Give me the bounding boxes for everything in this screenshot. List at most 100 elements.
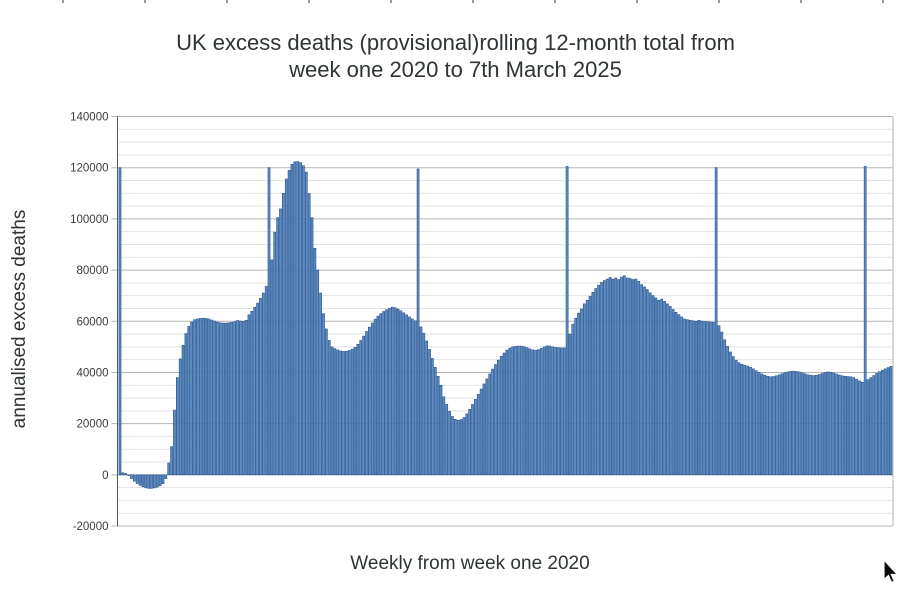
bar xyxy=(399,310,403,476)
mouse-cursor xyxy=(883,558,899,584)
bar xyxy=(279,208,282,476)
bar xyxy=(276,217,279,476)
bar xyxy=(310,217,314,476)
bar xyxy=(795,371,798,476)
bar xyxy=(373,318,377,476)
chart-title-line-2: week one 2020 to 7th March 2025 xyxy=(289,57,622,82)
bar xyxy=(196,318,199,476)
bar xyxy=(766,376,770,476)
bar xyxy=(677,314,681,476)
bar xyxy=(591,292,595,476)
bar xyxy=(714,167,718,476)
bar xyxy=(594,288,598,476)
bar xyxy=(370,322,374,476)
bar xyxy=(746,365,749,476)
y-tick-label: 0 xyxy=(102,470,108,482)
bar xyxy=(817,374,821,476)
bar xyxy=(855,378,858,476)
bar xyxy=(809,374,813,476)
bar xyxy=(164,474,168,479)
bar xyxy=(580,308,583,476)
bar xyxy=(640,284,643,476)
bar xyxy=(408,316,411,476)
bar xyxy=(130,474,133,479)
bar xyxy=(468,409,471,476)
bar xyxy=(439,384,443,476)
bar xyxy=(792,370,795,476)
bar xyxy=(141,474,145,488)
bar xyxy=(858,380,861,476)
y-tick-label: 60000 xyxy=(77,316,109,328)
bar xyxy=(660,298,663,476)
bar xyxy=(863,166,867,476)
top-edge-tick-mark xyxy=(62,0,64,3)
bar xyxy=(571,323,575,476)
bar xyxy=(488,373,492,476)
bar xyxy=(843,376,847,476)
bar xyxy=(803,373,807,476)
bar xyxy=(603,280,606,476)
arrow-cursor-icon xyxy=(883,558,899,584)
bar xyxy=(359,340,363,476)
bar xyxy=(184,333,188,476)
bar xyxy=(812,375,815,476)
bar xyxy=(299,162,302,476)
bar xyxy=(700,320,704,476)
bar xyxy=(270,259,274,476)
bar xyxy=(625,277,629,476)
top-edge-tick-mark xyxy=(144,0,146,3)
bar xyxy=(302,165,305,476)
bar xyxy=(124,473,128,476)
bar xyxy=(643,286,646,476)
bar xyxy=(752,368,755,476)
bar xyxy=(883,368,887,476)
bar xyxy=(608,277,612,476)
bar xyxy=(878,371,881,476)
bar xyxy=(313,248,317,476)
bar xyxy=(230,321,234,476)
bar xyxy=(153,474,156,489)
bar xyxy=(654,297,658,476)
bar xyxy=(465,413,469,476)
bar xyxy=(118,167,122,476)
bar xyxy=(264,286,268,476)
bar xyxy=(597,284,600,476)
bar xyxy=(433,367,437,476)
bar xyxy=(173,409,176,476)
bar xyxy=(852,377,856,476)
bar xyxy=(204,318,208,476)
bar xyxy=(411,318,414,476)
bar xyxy=(431,358,434,476)
bar xyxy=(267,167,271,476)
bar xyxy=(382,311,385,476)
bar xyxy=(471,404,474,476)
bar xyxy=(491,368,494,476)
bar xyxy=(290,164,294,476)
bar xyxy=(574,317,578,476)
bar xyxy=(872,375,876,476)
bar xyxy=(588,295,592,476)
bar xyxy=(178,358,182,476)
bar xyxy=(731,356,735,476)
bar xyxy=(210,319,214,476)
bar xyxy=(190,321,193,476)
bar xyxy=(502,352,506,476)
top-edge-tick-mark xyxy=(554,0,556,3)
bar xyxy=(849,376,853,476)
bar xyxy=(353,347,357,476)
bar xyxy=(508,347,512,476)
bar xyxy=(216,321,219,476)
bar xyxy=(167,462,171,476)
bar xyxy=(496,359,500,476)
bar xyxy=(694,320,698,476)
bar xyxy=(485,378,489,476)
bar xyxy=(181,345,185,476)
bar xyxy=(479,388,483,476)
bar xyxy=(422,333,426,476)
bar xyxy=(207,318,211,476)
bar xyxy=(342,351,345,476)
bar xyxy=(657,299,661,476)
bar xyxy=(763,374,767,476)
bar xyxy=(545,345,549,476)
bar xyxy=(259,297,262,476)
